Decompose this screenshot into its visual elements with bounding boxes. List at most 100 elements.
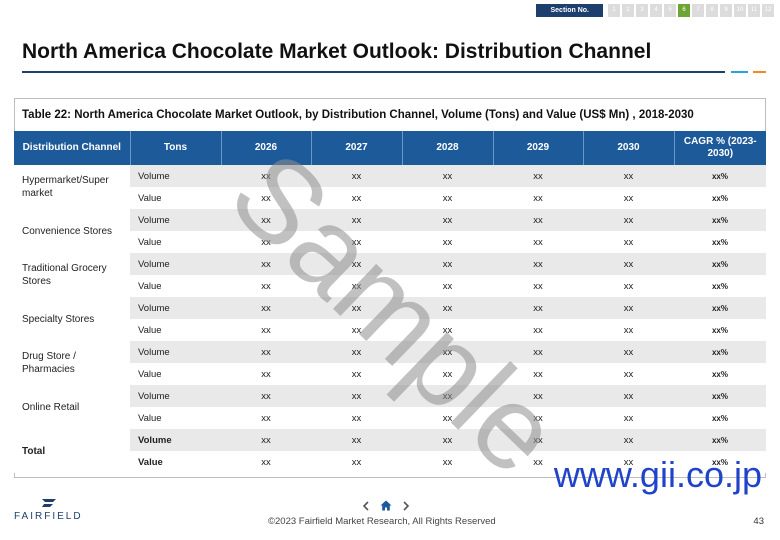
value-cell: xx [221, 275, 311, 297]
cagr-cell: xx% [674, 297, 766, 319]
value-cell: xx [493, 429, 583, 451]
value-cell: xx [221, 429, 311, 451]
value-cell: xx [583, 231, 674, 253]
value-cell: xx [493, 319, 583, 341]
value-cell: xx [493, 165, 583, 187]
value-cell: xx [493, 407, 583, 429]
section-nav-item-4[interactable]: 4 [650, 4, 662, 17]
section-nav-item-9[interactable]: 9 [720, 4, 732, 17]
metric-cell: Value [130, 231, 221, 253]
metric-cell: Value [130, 187, 221, 209]
section-nav-item-2[interactable]: 2 [622, 4, 634, 17]
channel-cell: Drug Store / Pharmacies [14, 341, 130, 385]
channel-cell: Traditional Grocery Stores [14, 253, 130, 297]
value-cell: xx [493, 253, 583, 275]
header-distribution-channel: Distribution Channel [14, 131, 131, 165]
value-cell: xx [311, 407, 402, 429]
metric-cell: Value [130, 275, 221, 297]
section-nav-item-1[interactable]: 1 [608, 4, 620, 17]
table-row-total: Total Volume xx xx xx xx xx xx% [14, 429, 766, 473]
metric-cell: Value [130, 407, 221, 429]
table-row: Value xx xx xx xx xx xx% [14, 363, 766, 385]
table-row-total: Value xx xx xx xx xx xx% [14, 451, 766, 473]
value-cell: xx [402, 385, 493, 407]
value-cell: xx [493, 297, 583, 319]
metric-cell: Volume [130, 297, 221, 319]
page-number: 43 [753, 516, 764, 527]
value-cell: xx [493, 209, 583, 231]
value-cell: xx [583, 319, 674, 341]
value-cell: xx [402, 429, 493, 451]
value-cell: xx [583, 429, 674, 451]
cagr-cell: xx% [674, 341, 766, 363]
metric-cell: Volume [130, 209, 221, 231]
section-nav-item-6[interactable]: 6 [678, 4, 690, 17]
value-cell: xx [583, 253, 674, 275]
section-nav-item-7[interactable]: 7 [692, 4, 704, 17]
home-icon[interactable] [380, 500, 392, 511]
metric-cell: Value [130, 319, 221, 341]
value-cell: xx [583, 385, 674, 407]
value-cell: xx [311, 319, 402, 341]
header-2026: 2026 [221, 131, 312, 165]
chevron-left-icon[interactable] [362, 500, 370, 511]
value-cell: xx [311, 275, 402, 297]
value-cell: xx [583, 451, 674, 473]
value-cell: xx [583, 187, 674, 209]
channel-cell: Hypermarket/Super market [14, 165, 130, 209]
cagr-cell: xx% [674, 209, 766, 231]
section-nav-item-3[interactable]: 3 [636, 4, 648, 17]
value-cell: xx [402, 231, 493, 253]
value-cell: xx [583, 275, 674, 297]
table-caption: Table 22: North America Chocolate Market… [22, 109, 694, 121]
value-cell: xx [311, 363, 402, 385]
value-cell: xx [493, 385, 583, 407]
value-cell: xx [583, 363, 674, 385]
table-row: Drug Store / Pharmacies Volume xx xx xx … [14, 341, 766, 385]
value-cell: xx [221, 253, 311, 275]
value-cell: xx [221, 341, 311, 363]
value-cell: xx [311, 429, 402, 451]
slide-pager [362, 500, 410, 511]
value-cell: xx [493, 231, 583, 253]
table-row: Value xx xx xx xx xx xx% [14, 407, 766, 429]
table-row: Hypermarket/Super market Volume xx xx xx… [14, 165, 766, 209]
value-cell: xx [221, 451, 311, 473]
section-nav-item-8[interactable]: 8 [706, 4, 718, 17]
data-table: Distribution Channel Tons 2026 2027 2028… [14, 131, 766, 473]
site-watermark: www.gii.co.jp [553, 454, 762, 495]
value-cell: xx [493, 451, 583, 473]
title-rule-accent-blue [731, 71, 748, 73]
metric-cell: Value [130, 363, 221, 385]
value-cell: xx [493, 187, 583, 209]
cagr-cell: xx% [674, 187, 766, 209]
title-rule-accent-orange [753, 71, 766, 73]
value-cell: xx [221, 407, 311, 429]
channel-cell: Specialty Stores [14, 297, 130, 341]
table-row: Online Retail Volume xx xx xx xx xx xx% [14, 385, 766, 429]
metric-cell: Value [130, 451, 221, 473]
value-cell: xx [221, 209, 311, 231]
section-nav-item-11[interactable]: 11 [748, 4, 760, 17]
page-title: North America Chocolate Market Outlook: … [22, 40, 652, 63]
value-cell: xx [493, 275, 583, 297]
section-nav-item-10[interactable]: 10 [734, 4, 746, 17]
table-row: Value xx xx xx xx xx xx% [14, 231, 766, 253]
section-nav-item-12[interactable]: 12 [762, 4, 774, 17]
value-cell: xx [402, 451, 493, 473]
cagr-cell: xx% [674, 231, 766, 253]
metric-cell: Volume [130, 429, 221, 451]
value-cell: xx [221, 385, 311, 407]
value-cell: xx [311, 253, 402, 275]
section-nav-item-5[interactable]: 5 [664, 4, 676, 17]
cagr-cell: xx% [674, 385, 766, 407]
cagr-cell: xx% [674, 253, 766, 275]
title-rule [22, 71, 725, 73]
value-cell: xx [311, 209, 402, 231]
value-cell: xx [402, 187, 493, 209]
value-cell: xx [402, 253, 493, 275]
table-row: Value xx xx xx xx xx xx% [14, 319, 766, 341]
section-nav: Section No. 1 2 3 4 5 6 7 8 9 10 11 12 [536, 4, 774, 17]
chevron-right-icon[interactable] [402, 500, 410, 511]
cagr-cell: xx% [674, 275, 766, 297]
